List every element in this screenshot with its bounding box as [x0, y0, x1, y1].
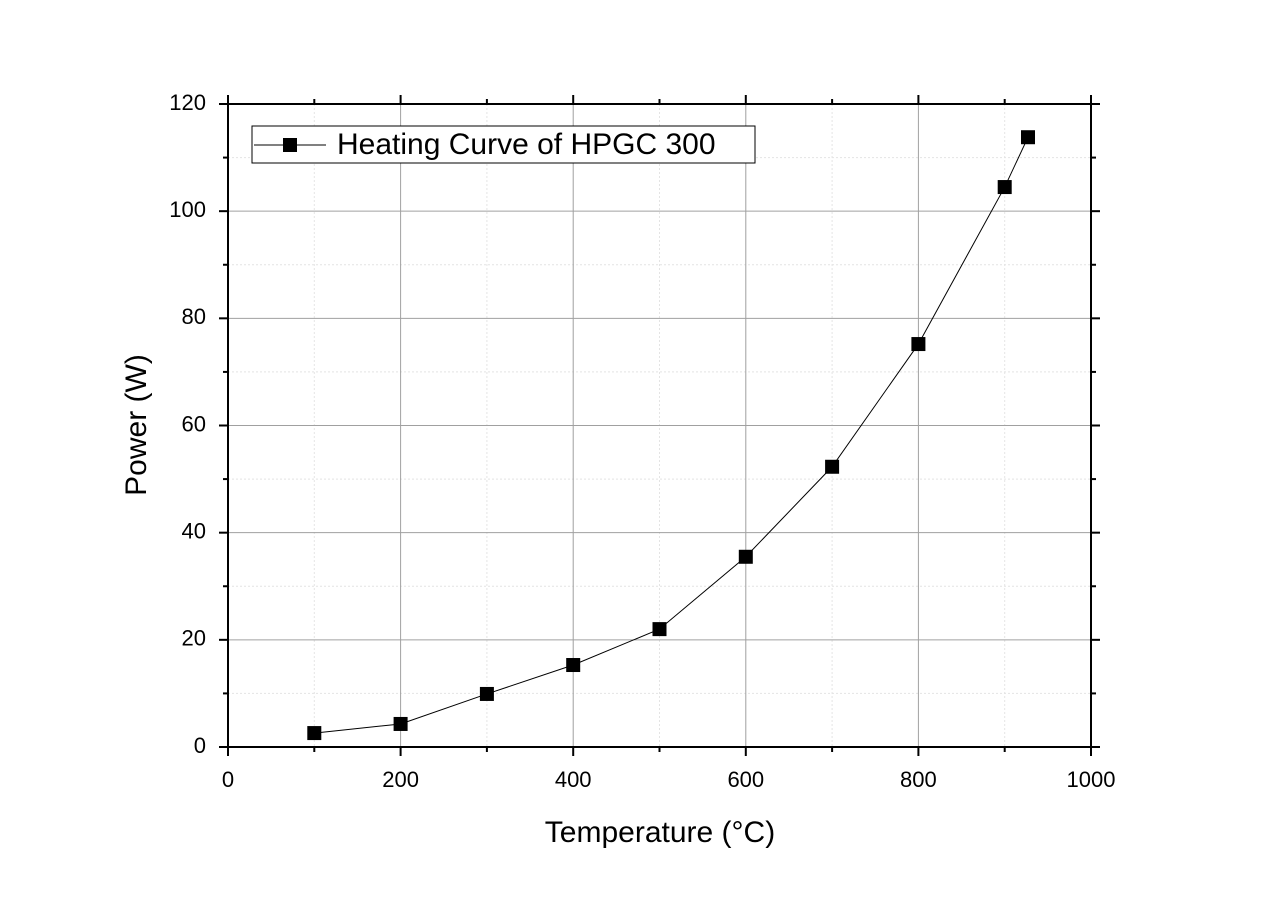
data-point: [825, 459, 840, 474]
data-point: [911, 337, 926, 352]
data-point: [652, 622, 667, 637]
data-point: [393, 716, 408, 731]
x-tick-label: 200: [382, 767, 419, 792]
legend-marker: [283, 138, 297, 152]
y-tick-label: 80: [182, 304, 206, 329]
series-line: [314, 137, 1029, 734]
x-tick-label: 0: [222, 767, 234, 792]
y-axis-label: Power (W): [120, 354, 153, 496]
data-point: [566, 658, 581, 673]
data-point: [738, 549, 753, 564]
y-tick-label: 100: [169, 197, 206, 222]
x-axis-label: Temperature (°C): [545, 816, 775, 849]
x-tick-label: 600: [727, 767, 764, 792]
y-tick-label: 120: [169, 90, 206, 115]
legend-box: [251, 125, 756, 164]
y-tick-label: 0: [194, 733, 206, 758]
x-tick-label: 1000: [1067, 767, 1116, 792]
data-point: [1021, 130, 1036, 145]
legend-label: Heating Curve of HPGC 300: [337, 128, 716, 161]
x-tick-label: 400: [555, 767, 592, 792]
y-tick-label: 60: [182, 411, 206, 436]
data-point: [997, 180, 1012, 195]
data-point: [307, 726, 322, 741]
y-tick-label: 40: [182, 518, 206, 543]
data-point: [479, 686, 494, 701]
x-tick-label: 800: [900, 767, 937, 792]
y-tick-label: 20: [182, 626, 206, 651]
plot-frame: [227, 103, 1092, 748]
